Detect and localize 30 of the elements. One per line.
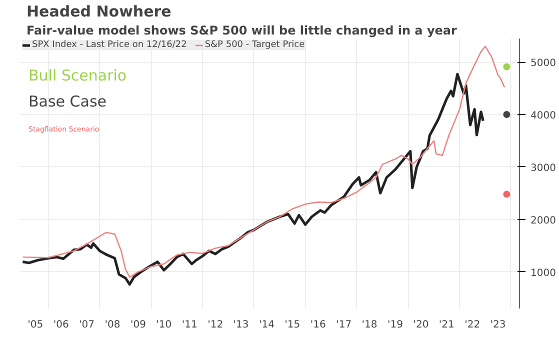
x-tick-label: '07 bbox=[79, 320, 95, 330]
x-tick-label: '21 bbox=[438, 320, 454, 330]
x-tick-label: '15 bbox=[284, 320, 300, 330]
y-tick-label: 5000 bbox=[530, 58, 556, 70]
x-tick-label: '11 bbox=[182, 320, 198, 330]
legend-label: SPX Index - Last Price on 12/16/22 bbox=[32, 40, 187, 50]
y-tick-label: 3000 bbox=[530, 162, 556, 174]
x-tick-label: '08 bbox=[104, 320, 120, 330]
chart-title: Headed Nowhere bbox=[26, 2, 172, 20]
x-tick-label: '06 bbox=[53, 320, 69, 330]
text: Base Case bbox=[28, 92, 107, 110]
x-tick-label: '12 bbox=[208, 320, 224, 330]
x-tick-label: '10 bbox=[156, 320, 172, 330]
x-tick-label: '05 bbox=[28, 320, 44, 330]
legend-label: S&P 500 - Target Price bbox=[204, 40, 305, 50]
x-tick-label: '16 bbox=[310, 320, 326, 330]
x-tick-label: '13 bbox=[233, 320, 249, 330]
x-tick-label: '17 bbox=[336, 320, 352, 330]
y-tick-label: 4000 bbox=[530, 110, 556, 122]
x-tick-label: '20 bbox=[413, 320, 429, 330]
x-tick-label: '18 bbox=[362, 320, 378, 330]
x-tick-label: '19 bbox=[387, 320, 403, 330]
x-tick-label: '09 bbox=[130, 320, 146, 330]
x-tick-label: '23 bbox=[490, 320, 506, 330]
text: Bull Scenario bbox=[28, 66, 127, 84]
chart-subtitle: Fair-value model shows S&P 500 will be little changed in a year bbox=[26, 24, 458, 38]
x-tick-label: '14 bbox=[258, 320, 274, 330]
y-tick-label: 1000 bbox=[530, 268, 556, 279]
x-tick-label: '22 bbox=[464, 320, 480, 330]
y-tick-label: 2000 bbox=[530, 215, 556, 226]
